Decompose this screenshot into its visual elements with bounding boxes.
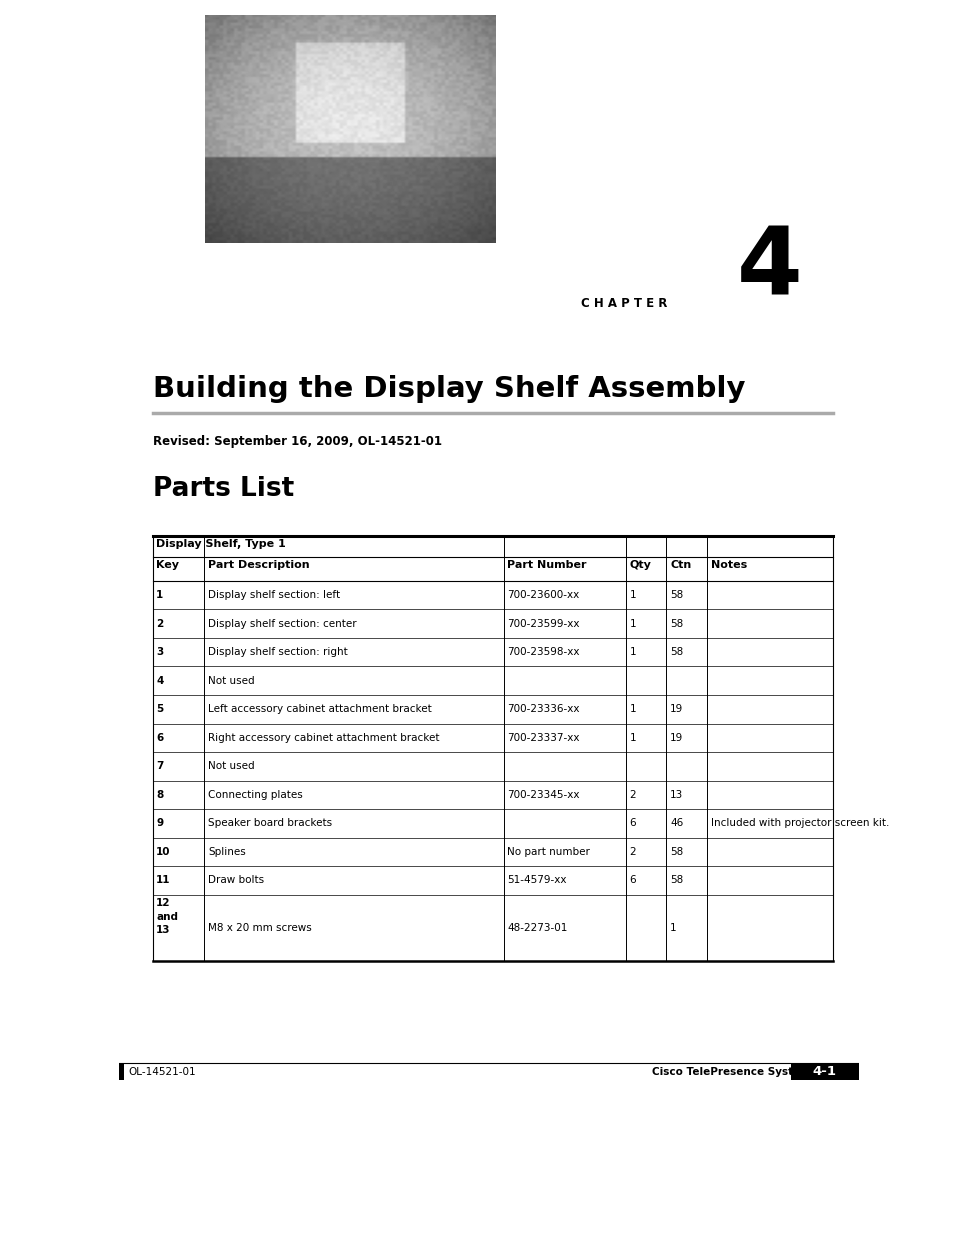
Text: 51-4579-xx: 51-4579-xx — [507, 876, 566, 885]
Text: Included with projector screen kit.: Included with projector screen kit. — [710, 819, 888, 829]
Text: 700-23345-xx: 700-23345-xx — [507, 790, 579, 800]
Text: Ctn: Ctn — [669, 559, 691, 571]
Text: Part Description: Part Description — [208, 559, 310, 571]
Text: 6: 6 — [156, 732, 163, 742]
Text: 4: 4 — [156, 676, 163, 685]
Text: Display shelf section: center: Display shelf section: center — [208, 619, 356, 629]
Text: 58: 58 — [669, 847, 682, 857]
Text: 700-23337-xx: 700-23337-xx — [507, 732, 579, 742]
Text: Draw bolts: Draw bolts — [208, 876, 264, 885]
Text: Not used: Not used — [208, 676, 254, 685]
Text: 3: 3 — [156, 647, 163, 657]
Text: 1: 1 — [629, 590, 636, 600]
Text: 58: 58 — [669, 876, 682, 885]
Text: 58: 58 — [669, 619, 682, 629]
Text: 4: 4 — [736, 224, 801, 316]
Text: 48-2273-01: 48-2273-01 — [507, 923, 567, 932]
Text: 2: 2 — [156, 619, 163, 629]
Text: Revised: September 16, 2009, OL-14521-01: Revised: September 16, 2009, OL-14521-01 — [152, 436, 441, 448]
Text: 58: 58 — [669, 590, 682, 600]
Text: No part number: No part number — [507, 847, 590, 857]
Text: 4-1: 4-1 — [812, 1065, 836, 1078]
Bar — [790, 1063, 858, 1081]
Text: Left accessory cabinet attachment bracket: Left accessory cabinet attachment bracke… — [208, 704, 432, 714]
Text: 9: 9 — [156, 819, 163, 829]
Text: 1: 1 — [629, 732, 636, 742]
Text: 12
and
13: 12 and 13 — [156, 899, 178, 935]
Text: 700-23336-xx: 700-23336-xx — [507, 704, 579, 714]
Text: 46: 46 — [669, 819, 682, 829]
Text: Part Number: Part Number — [507, 559, 586, 571]
Text: Building the Display Shelf Assembly: Building the Display Shelf Assembly — [152, 374, 744, 403]
Text: 19: 19 — [669, 732, 682, 742]
Text: 1: 1 — [629, 619, 636, 629]
Text: 13: 13 — [669, 790, 682, 800]
Text: 700-23600-xx: 700-23600-xx — [507, 590, 579, 600]
Text: Display Shelf, Type 1: Display Shelf, Type 1 — [156, 538, 286, 550]
Text: 1: 1 — [669, 923, 676, 932]
Bar — [119, 1063, 124, 1081]
Text: M8 x 20 mm screws: M8 x 20 mm screws — [208, 923, 312, 932]
Text: Key: Key — [156, 559, 179, 571]
Text: 2: 2 — [629, 790, 636, 800]
Text: 11: 11 — [156, 876, 171, 885]
Text: 2: 2 — [629, 847, 636, 857]
Text: 6: 6 — [629, 876, 636, 885]
Text: 700-23598-xx: 700-23598-xx — [507, 647, 579, 657]
Text: Notes: Notes — [710, 559, 746, 571]
Text: 19: 19 — [669, 704, 682, 714]
Text: 700-23599-xx: 700-23599-xx — [507, 619, 579, 629]
Text: Qty: Qty — [629, 559, 651, 571]
Text: Not used: Not used — [208, 761, 254, 772]
Text: 58: 58 — [669, 647, 682, 657]
Text: Connecting plates: Connecting plates — [208, 790, 302, 800]
Text: Right accessory cabinet attachment bracket: Right accessory cabinet attachment brack… — [208, 732, 439, 742]
Text: 7: 7 — [156, 761, 163, 772]
Text: 5: 5 — [156, 704, 163, 714]
Text: Display shelf section: right: Display shelf section: right — [208, 647, 347, 657]
Text: 1: 1 — [156, 590, 163, 600]
Text: 1: 1 — [629, 647, 636, 657]
Text: OL-14521-01: OL-14521-01 — [129, 1067, 196, 1077]
Text: C H A P T E R: C H A P T E R — [580, 296, 667, 310]
Text: 8: 8 — [156, 790, 163, 800]
Text: 10: 10 — [156, 847, 171, 857]
Text: Cisco TelePresence System 3200: Cisco TelePresence System 3200 — [651, 1067, 842, 1077]
Text: Parts List: Parts List — [152, 477, 294, 503]
Text: 6: 6 — [629, 819, 636, 829]
Text: Splines: Splines — [208, 847, 246, 857]
Text: Speaker board brackets: Speaker board brackets — [208, 819, 332, 829]
Text: 1: 1 — [629, 704, 636, 714]
Text: Display shelf section: left: Display shelf section: left — [208, 590, 339, 600]
